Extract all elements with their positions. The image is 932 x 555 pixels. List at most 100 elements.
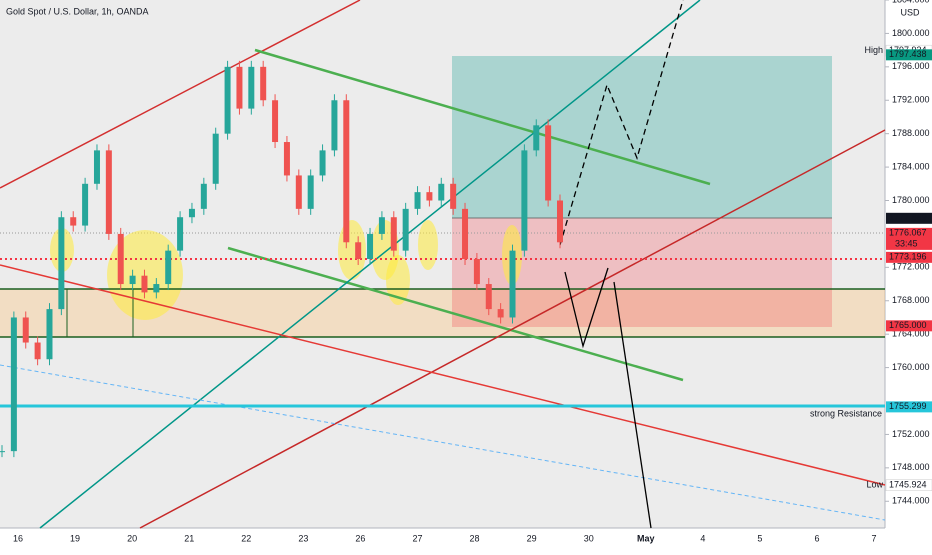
x-tick-label: 6	[814, 533, 819, 543]
candle-body	[224, 66, 231, 134]
candle-body	[307, 175, 314, 209]
candle-body	[248, 66, 255, 109]
currency: USD	[900, 7, 920, 17]
x-tick-label: 28	[470, 533, 480, 543]
x-tick-label: 23	[298, 533, 308, 543]
price-label: 1765.000	[889, 320, 927, 330]
x-tick-label: May	[637, 533, 655, 543]
candle-body	[485, 284, 492, 310]
candle-body	[426, 192, 433, 201]
candle-body	[450, 183, 457, 209]
y-tick-label: 1780.000	[892, 195, 930, 205]
price-label-bg	[886, 227, 932, 250]
x-tick-label: 30	[584, 533, 594, 543]
candle-body	[260, 66, 267, 101]
trend-line	[139, 129, 886, 529]
candle-body	[10, 317, 17, 452]
price-label: 1773.196	[889, 252, 927, 262]
x-tick-label: 29	[527, 533, 537, 543]
candle-body	[22, 317, 29, 343]
trend-line	[254, 48, 711, 186]
candle-body	[188, 208, 195, 218]
x-tick-label: 5	[757, 533, 762, 543]
candle-body	[378, 217, 385, 234]
highlight	[107, 230, 183, 320]
candle-body	[402, 208, 409, 251]
price-axis	[885, 0, 932, 550]
candle-body	[177, 217, 184, 251]
candle-body	[200, 183, 207, 209]
trend-line	[0, 364, 886, 521]
candle-body	[343, 100, 350, 243]
candle-body	[473, 258, 480, 285]
y-tick-label: 1804.000	[892, 0, 930, 4]
x-tick-label: 26	[355, 533, 365, 543]
candle-body	[438, 183, 445, 201]
candle-body	[319, 150, 326, 176]
candle-body	[462, 208, 469, 259]
candle-body	[46, 309, 53, 360]
highlight	[386, 255, 410, 305]
x-tick-label: 22	[241, 533, 251, 543]
candle-body	[129, 275, 136, 285]
candle-body	[34, 342, 41, 360]
candle-body	[165, 250, 172, 285]
price-label-bg	[886, 251, 932, 263]
x-tick-label: 19	[70, 533, 80, 543]
y-tick-label: 1760.000	[892, 362, 930, 372]
x-tick-label: 27	[412, 533, 422, 543]
x-tick-label: 21	[184, 533, 194, 543]
candle-body	[557, 200, 563, 243]
y-tick-label: 1764.000	[892, 329, 930, 339]
y-tick-label: 1784.000	[892, 161, 930, 171]
highlight	[418, 220, 438, 270]
candle-body	[497, 309, 504, 318]
projection	[559, 0, 684, 246]
candle-body	[331, 100, 338, 151]
time-axis	[0, 528, 885, 550]
price-label-bg	[886, 401, 932, 413]
candle-body	[141, 275, 148, 293]
x-tick-label: 16	[13, 533, 23, 543]
price-label: 1745.924	[889, 480, 927, 490]
candle-body	[521, 150, 528, 251]
candle-body	[390, 217, 397, 251]
candle-body	[70, 217, 77, 226]
candle-body	[367, 233, 374, 259]
candle-body	[509, 250, 516, 318]
x-tick-label: 4	[700, 533, 705, 543]
y-tick-label: 1748.000	[892, 462, 930, 472]
candle-body	[0, 451, 5, 453]
price-label: 1777.869	[889, 213, 927, 223]
y-tick-label: 1800.000	[892, 28, 930, 38]
y-tick-label: 1772.000	[892, 262, 930, 272]
price-label-bg	[885, 479, 932, 491]
trend-line	[0, 264, 886, 486]
candle-body	[355, 242, 362, 259]
candle-body	[58, 217, 65, 310]
price-label-bg	[886, 212, 932, 224]
x-tick-label: 7	[872, 533, 877, 543]
price-label-bg	[886, 320, 932, 332]
candle-body	[236, 66, 243, 109]
y-tick-label: 1744.000	[892, 496, 930, 506]
price-tag: High	[864, 45, 883, 55]
y-tick-label: 1752.000	[892, 429, 930, 439]
candle-body	[295, 175, 302, 209]
candle-body	[93, 150, 100, 184]
candle-body	[414, 192, 421, 209]
drawings	[0, 0, 886, 529]
annotation: strong Resistance	[810, 408, 882, 418]
trend-line	[227, 246, 684, 382]
price-label: 1797.438	[889, 49, 927, 59]
y-tick-label: 1792.000	[892, 95, 930, 105]
chart-title: Gold Spot / U.S. Dollar, 1h, OANDA	[6, 6, 149, 16]
candle-body	[117, 233, 124, 285]
candle-body	[212, 133, 219, 184]
candle-body	[533, 125, 540, 151]
y-tick-label: 1768.000	[892, 295, 930, 305]
candle-body	[283, 142, 290, 176]
target-box	[452, 56, 832, 218]
projection	[613, 281, 652, 529]
